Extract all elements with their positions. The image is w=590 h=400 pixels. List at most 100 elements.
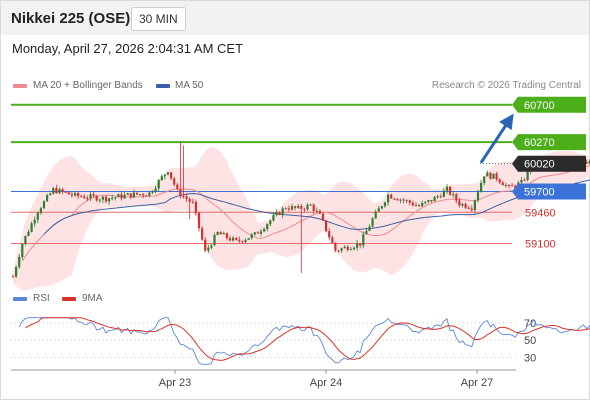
candle [473,199,476,214]
candle [86,195,89,202]
candle [191,198,194,204]
candle-body [346,246,349,250]
candle [294,205,297,211]
candle-body [15,266,18,277]
candle-body [430,199,433,202]
candle [318,209,321,214]
candle [346,245,349,252]
candle-body [495,173,498,180]
candle [235,237,238,241]
candle [290,203,294,211]
candle-body [427,199,430,202]
candle [337,249,340,253]
candle [383,201,387,208]
candle [458,197,461,208]
candle [238,236,241,244]
candle-body [501,182,504,186]
candle [157,178,160,192]
candle-body [241,241,244,243]
candle [359,243,362,249]
candle [483,176,486,186]
timeframe-button[interactable]: 30 MIN [131,7,186,31]
candle-body [334,242,337,251]
candle-body [387,194,390,203]
candle-body [300,205,303,209]
candle-body [259,231,263,234]
candle-body [588,161,590,164]
candle-body [442,190,445,197]
candle-body [278,212,281,215]
candle-body [269,220,272,225]
candle-body [504,185,507,187]
candle [263,227,266,233]
rsi-tick-label: 50 [524,335,536,347]
candle-body [399,199,402,201]
candle [300,204,303,273]
candle [331,235,334,243]
candle-body [238,239,241,242]
level-tag-shape [512,134,586,151]
candle-body [439,196,442,198]
candle [408,199,411,206]
candle [306,202,309,212]
candle [213,232,216,246]
candle-body [86,198,89,200]
instrument-title: Nikkei 225 (OSE) [11,10,131,27]
candle-body [349,249,352,251]
candle-body [365,230,368,235]
candle-body [315,210,318,212]
candle-body [11,276,15,278]
candle-body [70,194,73,196]
candle-body [210,245,213,248]
candle-body [362,234,365,246]
candle-body [114,197,117,199]
candle [371,217,374,228]
candle [163,174,166,180]
candle [421,200,424,207]
candle [39,206,42,215]
candle-body [129,193,132,198]
candle-body [405,200,408,202]
candle-body [173,178,176,185]
candle-body [235,237,238,240]
candle [253,232,256,236]
candle [442,188,445,198]
candle [228,235,232,242]
candle [114,196,117,201]
candle-body [247,238,250,240]
candle [148,192,151,198]
candle [455,192,458,204]
candle-body [507,185,511,187]
copyright-label: Research © 2026 Trading Central [431,80,581,91]
candle [284,207,287,210]
candle-body [511,185,514,187]
candle-body [139,194,142,196]
rsi-tick-label: 30 [524,352,536,364]
candle [27,229,30,237]
candle [232,235,235,242]
candle [325,220,328,233]
candle [297,203,300,210]
level-label-60270: 60270 [524,137,555,149]
candle [139,193,142,196]
candle-body [374,211,377,219]
candle-body [445,186,449,191]
candle [207,244,210,254]
candle-body [411,202,414,206]
candle-body [228,238,232,241]
candle-body [321,213,325,221]
candle [256,231,259,234]
candle [80,194,83,198]
candle [160,174,163,181]
candle [272,211,275,222]
candle-body [284,208,287,210]
candle [495,171,498,182]
candle-body [414,205,418,207]
candle [489,172,492,180]
candle-body [476,192,480,201]
candle-body [49,193,52,196]
candle-body [325,220,328,232]
candle [266,223,269,232]
candle-body [340,248,343,251]
candle [399,198,402,204]
